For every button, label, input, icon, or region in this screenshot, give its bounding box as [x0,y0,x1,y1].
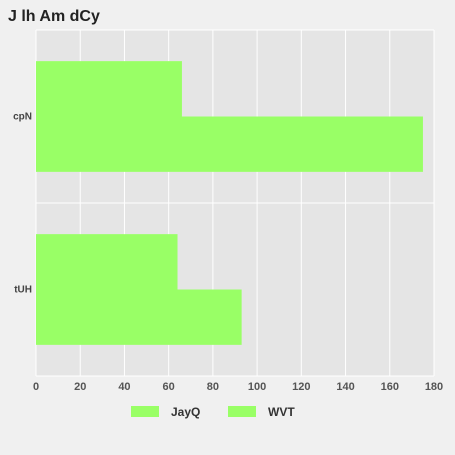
chart-title: J lh Am dCy [8,8,100,25]
legend-label-WVT: WVT [268,405,295,419]
x-tick-label-8: 160 [381,381,399,393]
category-label-tUH: tUH [14,285,32,296]
x-tick-label-6: 120 [292,381,310,393]
x-axis-ticks: 0 20 40 60 80 100 120 140 160 180 [33,381,443,393]
category-label-cpN: cpN [13,112,32,123]
legend-swatch-JayQ [131,406,159,417]
bar-tUH-JayQ [36,234,178,290]
y-axis-categories: tUH cpN [13,112,32,296]
x-tick-label-0: 0 [33,381,39,393]
x-tick-label-5: 100 [248,381,266,393]
bar-tUH-WVT [36,289,242,345]
legend-label-JayQ: JayQ [171,405,200,419]
x-tick-label-1: 20 [74,381,86,393]
legend-swatch-WVT [228,406,256,417]
legend: JayQ WVT [131,405,295,419]
bar-cpN-WVT [36,116,423,172]
x-tick-label-7: 140 [336,381,354,393]
x-tick-label-4: 80 [207,381,219,393]
x-tick-label-2: 40 [118,381,130,393]
x-tick-label-9: 180 [425,381,443,393]
bar-cpN-JayQ [36,61,182,117]
bars [36,61,423,345]
x-tick-label-3: 60 [163,381,175,393]
